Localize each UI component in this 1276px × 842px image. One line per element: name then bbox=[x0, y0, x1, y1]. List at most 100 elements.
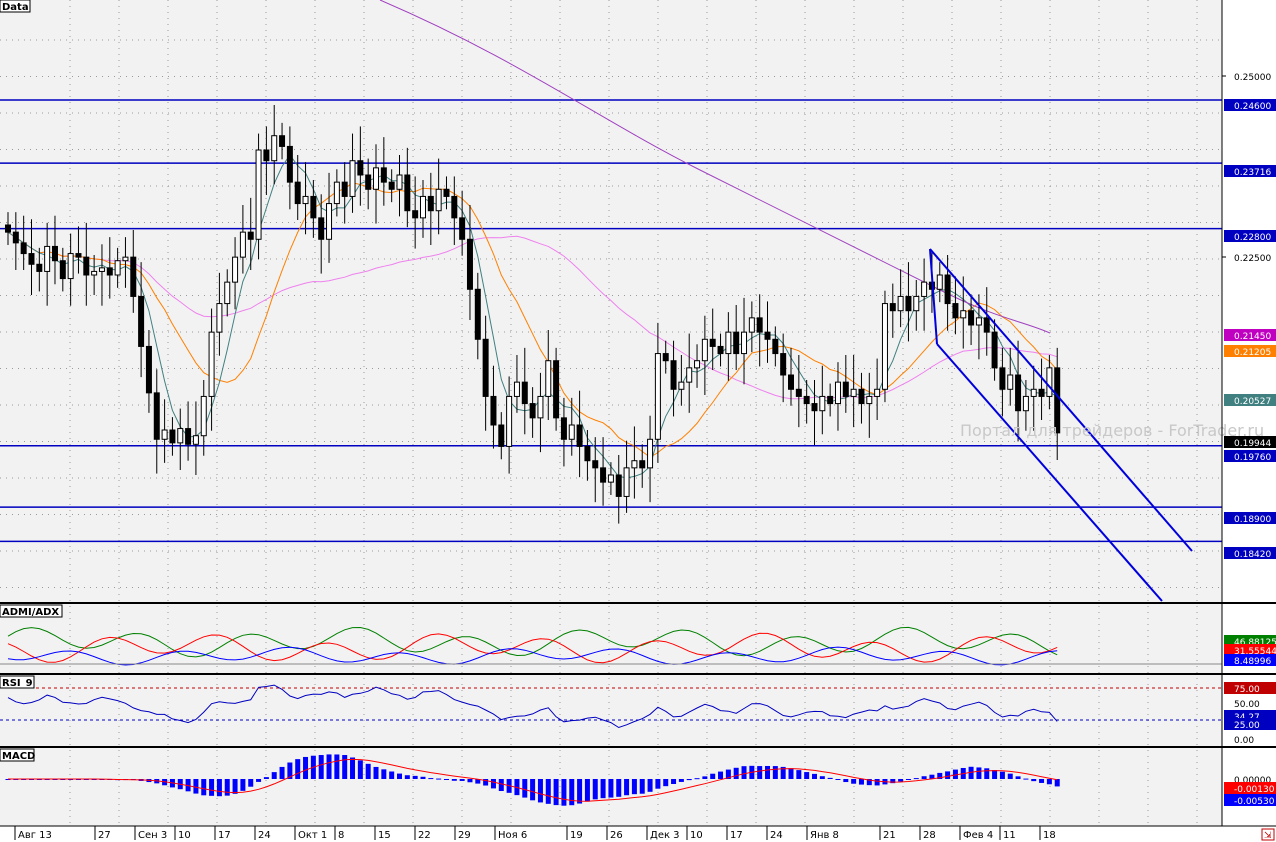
candle-body bbox=[850, 388, 857, 397]
candle-body bbox=[302, 195, 309, 205]
candle-body bbox=[388, 181, 395, 190]
candle-body bbox=[756, 317, 763, 333]
macd-histogram-bar bbox=[937, 772, 943, 779]
time-label: 27 bbox=[98, 830, 111, 841]
adx-pane-label: ADMI/ADX bbox=[2, 607, 59, 618]
price-tag-box bbox=[1224, 512, 1276, 524]
candle-body bbox=[98, 267, 105, 272]
adx-value-tag: 31.55544 bbox=[1234, 647, 1276, 657]
macd-pane-label: MACD bbox=[2, 751, 35, 762]
macd-histogram-bar bbox=[263, 777, 269, 779]
macd-histogram-bar bbox=[1015, 776, 1021, 779]
macd-histogram-bar bbox=[467, 779, 473, 783]
candle-body bbox=[380, 167, 387, 183]
candle-body bbox=[725, 331, 732, 355]
candle-body bbox=[169, 429, 176, 444]
candle-body bbox=[466, 238, 473, 290]
time-axis-background bbox=[0, 826, 1276, 842]
candle-body bbox=[615, 474, 622, 497]
macd-histogram-bar bbox=[827, 777, 833, 779]
candle-body bbox=[881, 303, 888, 390]
candle-body bbox=[764, 331, 771, 340]
candle-body bbox=[701, 338, 708, 362]
candle-body bbox=[114, 260, 121, 276]
candle-body bbox=[975, 317, 982, 326]
candle-body bbox=[106, 267, 113, 276]
candle-body bbox=[639, 460, 646, 469]
time-label: 17 bbox=[218, 830, 231, 841]
time-label: 26 bbox=[610, 830, 623, 841]
candle-body bbox=[944, 274, 951, 305]
price-tag: 0.19760 bbox=[1234, 453, 1271, 463]
candle-body bbox=[592, 460, 599, 469]
adx-value-tag-box bbox=[1224, 644, 1276, 656]
candle-body bbox=[654, 353, 661, 440]
price-tag-box bbox=[1224, 165, 1276, 177]
candle-body bbox=[560, 417, 567, 440]
rsi-level-tag-box bbox=[1224, 682, 1276, 694]
macd-histogram-bar bbox=[905, 779, 911, 780]
price-tag: 0.21205 bbox=[1234, 348, 1271, 358]
candle-body bbox=[506, 395, 513, 447]
price-tag-box bbox=[1224, 547, 1276, 559]
rsi-pane-label-box bbox=[0, 675, 35, 689]
ma-slow-line bbox=[7, 231, 1058, 400]
candle-body bbox=[83, 256, 90, 276]
candle-body bbox=[584, 445, 591, 462]
candle-body bbox=[795, 388, 802, 397]
candle-body bbox=[357, 160, 364, 176]
macd-histogram-bar bbox=[999, 771, 1005, 779]
macd-histogram-bar bbox=[780, 766, 786, 779]
candle-body bbox=[451, 195, 458, 219]
candle-body bbox=[788, 374, 794, 390]
candle-body bbox=[12, 231, 19, 244]
macd-histogram-bar bbox=[600, 779, 606, 799]
macd-histogram-bar bbox=[365, 763, 371, 779]
macd-histogram-bar bbox=[929, 774, 935, 779]
macd-histogram-bar bbox=[733, 767, 739, 779]
candle-body bbox=[889, 303, 896, 312]
macd-histogram-bar bbox=[1031, 779, 1037, 782]
candle-body bbox=[138, 295, 145, 347]
macd-value-tag: -0.00530 bbox=[1234, 797, 1275, 807]
price-tag: 0.21450 bbox=[1234, 332, 1271, 342]
candle-body bbox=[709, 338, 716, 347]
macd-histogram-bar bbox=[373, 766, 379, 779]
candle-body bbox=[842, 381, 849, 397]
macd-histogram-bar bbox=[522, 779, 528, 798]
corner-toggle-button[interactable] bbox=[1261, 828, 1275, 841]
macd-histogram-bar bbox=[248, 779, 254, 787]
plot-background bbox=[0, 0, 1222, 826]
rsi-level-label: 50.00 bbox=[1234, 700, 1260, 710]
candle-body bbox=[482, 338, 489, 397]
candle-body bbox=[921, 281, 928, 297]
macd-histogram-bar bbox=[976, 767, 982, 779]
candle-body bbox=[631, 460, 638, 469]
indicator-panes bbox=[0, 626, 1222, 806]
macd-histogram-bar bbox=[843, 779, 849, 783]
candle-body bbox=[866, 395, 873, 405]
time-label: 17 bbox=[730, 830, 743, 841]
rsi-pane-label: RSI_9 bbox=[2, 678, 33, 689]
candle-body bbox=[1046, 367, 1053, 397]
macd-histogram-bar bbox=[318, 755, 324, 779]
adx-line bbox=[7, 646, 1058, 666]
candle-body bbox=[459, 217, 466, 240]
candle-body bbox=[255, 149, 262, 240]
trend-channel[interactable] bbox=[929, 248, 1193, 602]
candle-body bbox=[216, 303, 223, 333]
macd-histogram-bar bbox=[725, 769, 731, 779]
macd-histogram-bar bbox=[295, 759, 301, 779]
price-tag-box bbox=[1224, 230, 1276, 242]
candle-body bbox=[294, 181, 301, 205]
macd-histogram-bar bbox=[459, 779, 465, 781]
price-tag: 0.18420 bbox=[1234, 550, 1271, 560]
candle-body bbox=[741, 331, 748, 355]
candle-body bbox=[20, 242, 27, 255]
price-tag-box bbox=[1224, 394, 1276, 406]
candle-body bbox=[678, 381, 685, 390]
macd-histogram-bar bbox=[874, 779, 880, 786]
candle-body bbox=[623, 467, 630, 497]
